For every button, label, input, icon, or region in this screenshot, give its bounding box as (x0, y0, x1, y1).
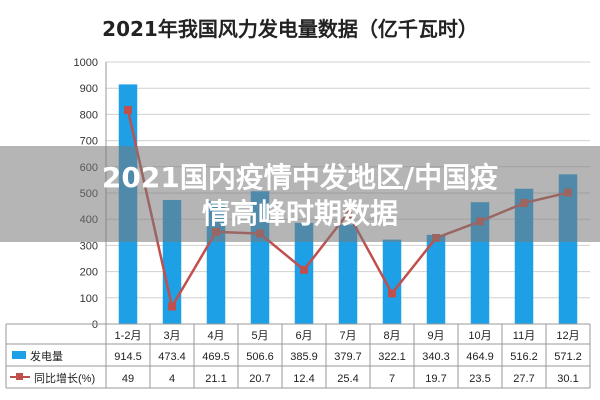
growth-marker (388, 289, 396, 298)
growth-value-label: 19.7 (425, 373, 446, 385)
y-tick-label: 0 (92, 319, 98, 331)
bar-value-label: 571.2 (554, 351, 582, 363)
x-tick-label: 9月 (427, 330, 444, 342)
legend-line-marker (16, 373, 23, 380)
bar-value-label: 385.9 (290, 351, 318, 363)
y-tick-label: 1000 (74, 57, 98, 69)
x-tick-label: 7月 (339, 330, 356, 342)
bar-value-label: 379.7 (334, 351, 362, 363)
growth-marker (168, 302, 176, 311)
x-tick-label: 6月 (295, 330, 312, 342)
x-tick-label: 5月 (251, 330, 268, 342)
bar-value-label: 506.6 (246, 351, 274, 363)
growth-value-label: 27.7 (513, 373, 534, 385)
x-tick-label: 8月 (383, 330, 400, 342)
bar-value-label: 464.9 (466, 351, 494, 363)
bar (426, 234, 446, 324)
growth-value-label: 12.4 (293, 373, 314, 385)
y-tick-label: 800 (80, 109, 98, 121)
y-tick-label: 300 (80, 240, 98, 252)
y-tick-label: 100 (80, 293, 98, 305)
legend-bar-label: 发电量 (30, 349, 63, 363)
x-tick-label: 12月 (556, 330, 579, 342)
growth-value-label: 7 (389, 373, 395, 385)
bar (382, 239, 402, 324)
growth-value-label: 23.5 (469, 373, 490, 385)
overlay-line-1: 2021国内疫情中发地区/中国疫 (101, 161, 499, 194)
overlay-text: 2021国内疫情中发地区/中国疫 情高峰时期数据 (0, 160, 600, 232)
y-tick-label: 700 (80, 136, 98, 148)
bar-value-label: 914.5 (114, 351, 142, 363)
growth-marker (300, 265, 308, 274)
y-tick-label: 900 (80, 83, 98, 95)
growth-value-label: 49 (122, 373, 134, 385)
growth-marker (124, 106, 132, 115)
growth-value-label: 25.4 (337, 373, 358, 385)
x-tick-label: 4月 (207, 330, 224, 342)
bar-value-label: 322.1 (378, 351, 406, 363)
x-tick-label: 3月 (163, 330, 180, 342)
overlay-banner (0, 146, 600, 242)
x-tick-label: 10月 (468, 330, 491, 342)
legend-line-label: 同比增长(%) (34, 371, 95, 385)
bar-value-label: 340.3 (422, 351, 450, 363)
x-tick-label: 1-2月 (115, 330, 142, 342)
bar-value-label: 516.2 (510, 351, 538, 363)
x-tick-label: 11月 (513, 330, 535, 342)
growth-value-label: 21.1 (205, 373, 226, 385)
bar (338, 224, 358, 324)
growth-value-label: 20.7 (249, 373, 270, 385)
overlay-line-2: 情高峰时期数据 (201, 197, 398, 230)
chart-title: 2021年我国风力发电量数据（亿千瓦时） (102, 17, 478, 41)
growth-value-label: 30.1 (557, 373, 578, 385)
bar-value-label: 473.4 (158, 351, 186, 363)
bar-value-label: 469.5 (202, 351, 230, 363)
legend-bar-swatch (12, 351, 26, 359)
growth-value-label: 4 (169, 373, 175, 385)
y-tick-label: 200 (80, 267, 98, 279)
